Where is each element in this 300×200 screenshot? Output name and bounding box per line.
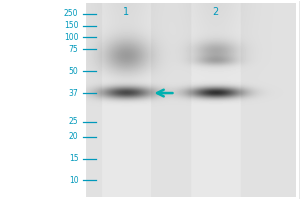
Text: 100: 100	[64, 33, 78, 42]
Text: 37: 37	[69, 89, 78, 98]
Bar	[1, 197, 299, 199]
Text: 20: 20	[69, 132, 78, 141]
Bar	[296, 1, 299, 199]
Bar	[1, 1, 86, 199]
Text: 250: 250	[64, 9, 78, 18]
Text: 50: 50	[69, 67, 78, 76]
Text: 10: 10	[69, 176, 78, 185]
Text: 150: 150	[64, 21, 78, 30]
Bar	[1, 1, 299, 3]
Text: 1: 1	[123, 7, 129, 17]
Text: 75: 75	[69, 45, 78, 54]
Text: 2: 2	[213, 7, 219, 17]
Text: 25: 25	[69, 117, 78, 126]
Text: 15: 15	[69, 154, 78, 163]
